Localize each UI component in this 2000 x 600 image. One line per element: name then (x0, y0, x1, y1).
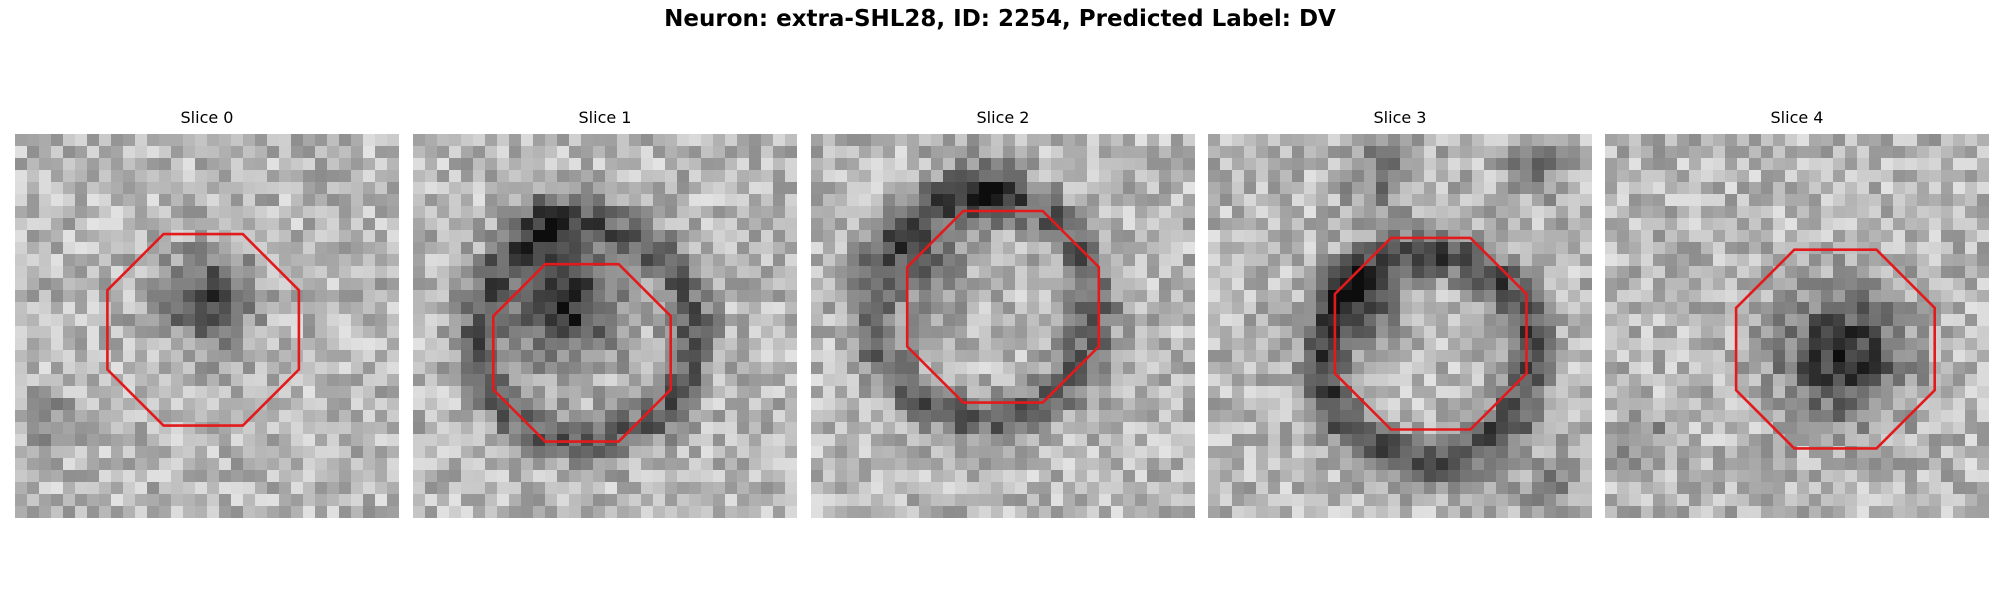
figure-title: Neuron: extra-SHL28, ID: 2254, Predicted… (664, 6, 1336, 32)
slice-title: Slice 4 (1770, 108, 1824, 127)
pixel-grid (811, 134, 1195, 518)
slice-image-2 (811, 134, 1195, 518)
roi-octagon-outline (1333, 236, 1528, 431)
slice-title: Slice 1 (578, 108, 632, 127)
slice-image-3 (1208, 134, 1592, 518)
roi-octagon-outline (905, 209, 1101, 404)
slice-image-0 (15, 134, 399, 518)
roi-octagon-outline (106, 232, 301, 427)
pixel-grid (1605, 134, 1989, 518)
slice-title: Slice 0 (180, 108, 234, 127)
pixel-grid (1208, 134, 1592, 518)
slice-image-1 (413, 134, 797, 518)
pixel-grid (413, 134, 797, 518)
roi-octagon-outline (1734, 248, 1937, 450)
pixel-grid (15, 134, 399, 518)
roi-octagon-outline (492, 262, 673, 443)
slice-title: Slice 2 (976, 108, 1030, 127)
slice-image-4 (1605, 134, 1989, 518)
slice-title: Slice 3 (1373, 108, 1427, 127)
